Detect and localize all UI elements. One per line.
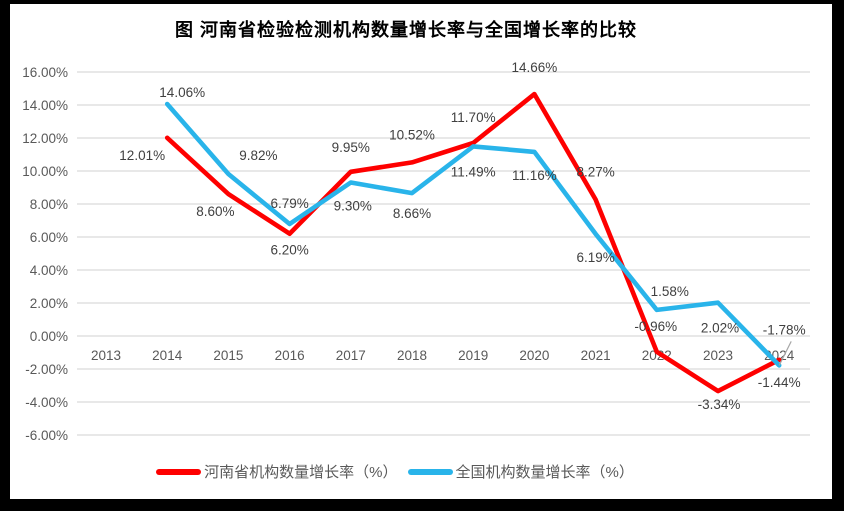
national-data-label: 8.66% — [393, 206, 431, 221]
national-data-label: 11.16% — [512, 168, 557, 183]
henan-data-label: 6.20% — [270, 243, 308, 258]
y-axis-tick-label: 16.00% — [22, 65, 68, 80]
henan-data-label: 12.01% — [119, 148, 165, 163]
henan-data-label: -3.34% — [698, 397, 741, 412]
henan-data-label: 14.66% — [512, 60, 558, 75]
national-data-label: 6.19% — [576, 250, 614, 265]
chart-page: 16.00% 14.00% 12.00% 10.00% 8.00% 6.00% 4.00% 2… — [10, 4, 832, 499]
national-line-swatch — [407, 468, 453, 475]
x-axis-tick-label: 2014 — [152, 348, 183, 363]
henan-data-label: -0.96% — [634, 319, 677, 334]
legend-label-henan: 河南省机构数量增长率（%） — [204, 464, 398, 481]
x-axis-tick-label: 2017 — [336, 348, 366, 363]
x-axis-tick-label: 2021 — [581, 348, 611, 363]
legend-item-national: 全国机构数量增长率（%） — [407, 461, 634, 482]
x-axis-tick-label: 2019 — [458, 348, 488, 363]
national-data-label: 9.82% — [239, 148, 277, 163]
y-axis-tick-label: 4.00% — [30, 263, 68, 278]
chart-canvas: 16.00% 14.00% 12.00% 10.00% 8.00% 6.00% 4.00% 2… — [22, 60, 810, 443]
national-data-label: 14.06% — [159, 85, 205, 100]
x-axis-tick-label: 2018 — [397, 348, 427, 363]
x-axis-tick-label: 2023 — [703, 348, 733, 363]
henan-data-label: 8.60% — [196, 204, 234, 219]
x-axis-tick-label: 2020 — [519, 348, 549, 363]
y-axis-tick-label: 6.00% — [30, 230, 68, 245]
y-axis-tick-label: -6.00% — [25, 428, 68, 443]
y-axis-tick-label: 10.00% — [22, 164, 68, 179]
national-data-label: 1.58% — [651, 284, 689, 299]
legend-label-national: 全国机构数量增长率（%） — [455, 464, 634, 481]
x-axis-tick-label: 2016 — [275, 348, 305, 363]
henan-data-label: 9.95% — [332, 140, 370, 155]
henan-data-label: -1.44% — [758, 375, 801, 390]
y-axis-tick-label: 2.00% — [30, 296, 68, 311]
national-data-label: 11.49% — [451, 164, 496, 179]
legend: 河南省机构数量增长率（%） 全国机构数量增长率（%） — [10, 461, 780, 482]
chart-title: 图 河南省检验检测机构数量增长率与全国增长率的比较 — [175, 20, 637, 40]
legend-item-henan: 河南省机构数量增长率（%） — [156, 461, 398, 482]
y-axis-tick-label: 12.00% — [22, 131, 68, 146]
henan-series-line — [164, 91, 782, 394]
y-axis-tick-label: 14.00% — [22, 98, 68, 113]
henan-line-swatch — [156, 468, 202, 475]
national-data-label: -1.78% — [763, 322, 806, 337]
henan-data-label: 8.27% — [576, 165, 614, 180]
leader-line — [778, 341, 792, 366]
national-series-line — [164, 101, 782, 368]
y-axis-tick-label: -2.00% — [25, 362, 68, 377]
henan-data-label: 10.52% — [389, 127, 435, 142]
y-axis-tick-label: -4.00% — [25, 395, 68, 410]
henan-data-label: 11.70% — [451, 110, 496, 125]
y-axis-tick-label: 0.00% — [30, 329, 68, 344]
national-data-label: 9.30% — [334, 199, 372, 214]
x-axis-tick-label: 2015 — [213, 348, 243, 363]
y-axis-tick-label: 8.00% — [30, 197, 68, 212]
national-data-label: 6.79% — [270, 196, 308, 211]
x-axis-tick-label: 2013 — [91, 348, 121, 363]
national-data-label: 2.02% — [701, 321, 739, 336]
